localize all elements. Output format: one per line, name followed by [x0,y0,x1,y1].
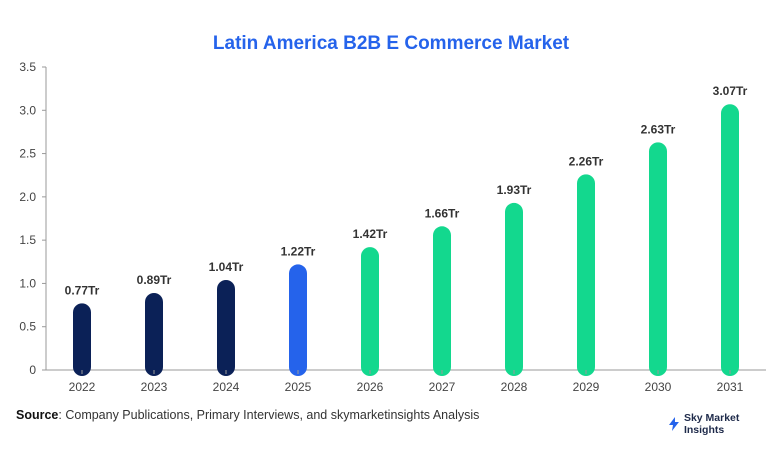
chart-title: Latin America B2B E Commerce Market [212,33,570,54]
brand-name: Sky Market Insights [683,412,740,436]
x-tick-label: 2026 [357,380,384,394]
source-label: Source [16,408,59,422]
bar-2025 [289,264,307,376]
y-tick-label: 2.0 [19,190,36,204]
data-label: 1.66Tr [425,206,460,220]
x-tick-label: 2027 [429,380,456,394]
x-tick-label: 2024 [213,380,240,394]
data-label: 3.07Tr [713,84,748,98]
x-tick-label: 2023 [141,380,168,394]
lightning-bolt-icon [668,417,679,431]
data-label: 2.63Tr [641,122,676,136]
y-tick-label: 1.5 [19,233,36,247]
bar-2029 [577,174,595,376]
y-tick-label: 2.5 [19,147,36,161]
data-label: 0.89Tr [137,273,172,287]
baseline-mask [47,371,766,379]
bar-2022 [73,303,91,376]
x-tick-label: 2025 [285,380,312,394]
y-tick-label: 3.0 [19,103,36,117]
data-label: 1.93Tr [497,183,532,197]
data-label: 1.22Tr [281,244,316,258]
y-tick-label: 0.5 [19,320,36,334]
bar-2028 [505,202,523,376]
bar-2030 [649,142,667,376]
data-label: 1.04Tr [209,260,244,274]
x-tick-label: 2022 [69,380,96,394]
bar-2031 [721,104,739,377]
data-label: 1.42Tr [353,227,388,241]
y-tick-label: 1.0 [19,276,36,290]
bar-2027 [433,226,451,376]
bar-2024 [217,279,235,376]
source-note: Source: Company Publications, Primary In… [16,408,479,422]
bar-2026 [361,247,379,376]
x-tick-label: 2030 [645,380,672,394]
source-text: : Company Publications, Primary Intervie… [58,408,480,422]
x-tick-label: 2031 [717,380,744,394]
x-tick-label: 2029 [573,380,600,394]
y-tick-label: 3.5 [19,60,36,74]
brand-logo: Sky Market Insights [668,412,782,436]
data-label: 2.26Tr [569,154,604,168]
bar-2023 [145,292,163,376]
data-label: 0.77Tr [65,283,100,297]
y-tick-label: 0 [29,363,36,377]
x-tick-label: 2028 [501,380,528,394]
